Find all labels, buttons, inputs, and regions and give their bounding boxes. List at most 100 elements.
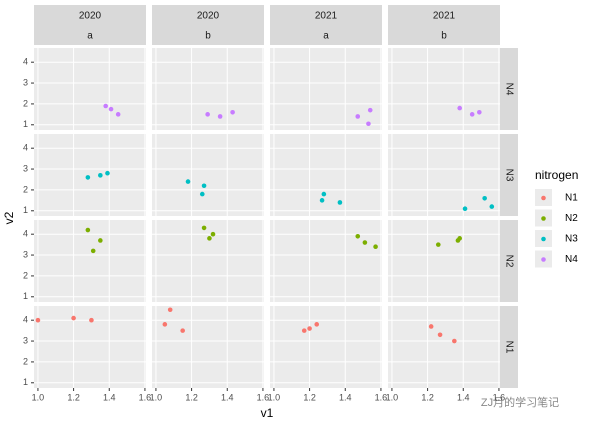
- legend-marker: [541, 216, 546, 221]
- x-tick-label: 1.2: [421, 392, 434, 402]
- strip-label: a: [87, 31, 93, 42]
- panel: [388, 48, 500, 130]
- legend-title: nitrogen: [535, 168, 578, 182]
- point: [108, 106, 114, 112]
- legend-marker: [541, 257, 546, 262]
- row-strip: [500, 48, 518, 130]
- point: [205, 112, 210, 117]
- point: [201, 183, 207, 189]
- point: [301, 328, 307, 333]
- point: [180, 328, 185, 333]
- point: [89, 317, 94, 323]
- legend-marker: [541, 236, 546, 242]
- y-tick-label: 4: [23, 143, 28, 153]
- point: [207, 236, 212, 241]
- y-tick-label: 2: [23, 270, 28, 280]
- point: [162, 322, 168, 327]
- point: [469, 112, 475, 117]
- panel: [270, 306, 382, 388]
- x-tick-label: 1.4: [221, 392, 234, 402]
- point: [355, 114, 361, 119]
- column-strip: [270, 5, 382, 45]
- x-tick-label: 1.6: [257, 392, 270, 402]
- point: [435, 242, 441, 247]
- panel: [270, 48, 382, 130]
- strip-label: b: [441, 31, 447, 42]
- y-tick-label: 3: [23, 163, 28, 173]
- column-strip: [388, 5, 500, 45]
- point: [366, 121, 371, 127]
- point: [482, 195, 487, 201]
- x-tick-label: 1.4: [457, 392, 470, 402]
- y-tick-label: 4: [23, 315, 28, 325]
- x-tick-label: 1.2: [303, 392, 316, 402]
- point: [428, 324, 434, 329]
- strip-label: N3: [503, 169, 514, 182]
- row-strip: [500, 306, 518, 388]
- panel: [388, 134, 500, 216]
- y-tick-label: 2: [23, 98, 28, 108]
- point: [201, 225, 207, 231]
- point: [71, 315, 76, 321]
- y-tick-label: 3: [23, 77, 28, 87]
- y-tick-label: 1: [23, 377, 28, 387]
- strip-label: 2020: [79, 11, 102, 22]
- point: [457, 105, 462, 111]
- strip-label: 2020: [197, 11, 220, 22]
- point: [98, 238, 103, 243]
- y-tick-label: 2: [23, 184, 28, 194]
- strip-label: 2021: [433, 11, 456, 22]
- legend-label: N3: [565, 234, 578, 245]
- panel: [152, 220, 264, 302]
- panel: [34, 134, 146, 216]
- panel: [270, 134, 382, 216]
- y-tick-label: 4: [23, 57, 28, 67]
- strip-label: N4: [503, 83, 514, 96]
- panel: [388, 306, 500, 388]
- column-strip: [34, 5, 146, 45]
- legend-label: N2: [565, 213, 578, 224]
- row-strip: [500, 220, 518, 302]
- point: [85, 227, 91, 233]
- point: [355, 233, 361, 239]
- point: [319, 198, 325, 203]
- y-tick-label: 4: [23, 229, 28, 239]
- panel: [152, 306, 264, 388]
- point: [373, 244, 378, 250]
- point: [167, 307, 173, 313]
- x-tick-label: 1.2: [185, 392, 198, 402]
- strip-label: N1: [503, 341, 514, 354]
- y-tick-label: 1: [23, 291, 28, 301]
- panel: [34, 306, 146, 388]
- point: [115, 112, 121, 117]
- x-tick-label: 1.6: [139, 392, 152, 402]
- x-tick-label: 1.0: [32, 392, 45, 402]
- point: [362, 240, 368, 245]
- point: [210, 231, 216, 237]
- point: [437, 332, 443, 338]
- point: [452, 338, 457, 344]
- x-tick-label: 1.6: [493, 392, 506, 402]
- legend-label: N1: [565, 193, 578, 204]
- row-strip: [500, 134, 518, 216]
- y-tick-label: 2: [23, 356, 28, 366]
- panel: [34, 220, 146, 302]
- point: [307, 326, 312, 331]
- x-tick-label: 1.2: [67, 392, 80, 402]
- panel: [152, 48, 264, 130]
- column-strip: [152, 5, 264, 45]
- point: [462, 206, 468, 211]
- y-tick-label: 3: [23, 335, 28, 345]
- point: [337, 200, 343, 205]
- point: [314, 322, 320, 327]
- legend-label: N4: [565, 254, 578, 265]
- strip-label: a: [323, 31, 329, 42]
- point: [185, 179, 191, 184]
- strip-label: N2: [503, 255, 514, 268]
- panel: [270, 220, 382, 302]
- point: [105, 170, 110, 176]
- panel: [34, 48, 146, 130]
- point: [35, 317, 41, 323]
- strip-label: 2021: [315, 11, 338, 22]
